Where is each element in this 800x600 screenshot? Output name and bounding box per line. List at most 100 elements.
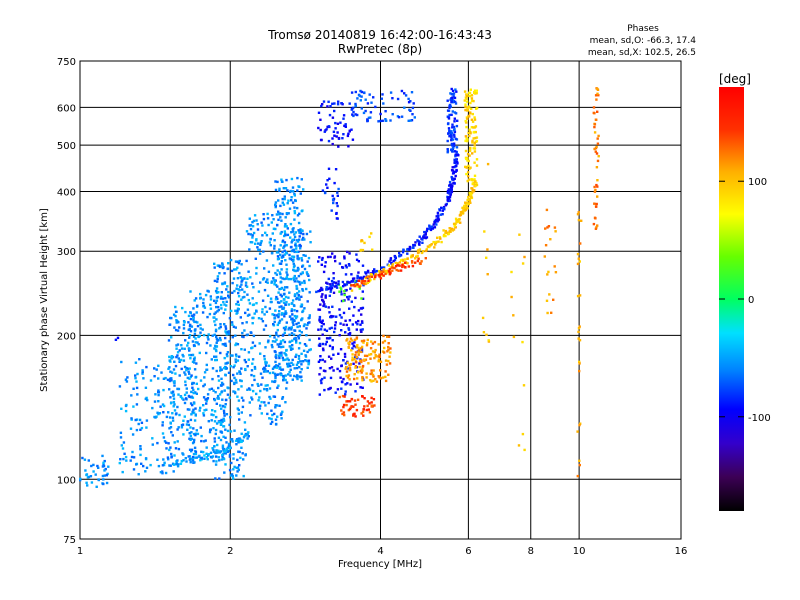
data-point xyxy=(243,348,246,351)
data-point xyxy=(144,470,147,473)
data-point xyxy=(235,287,238,290)
data-point xyxy=(251,221,254,224)
data-point xyxy=(462,208,465,211)
data-point xyxy=(351,323,354,326)
data-point xyxy=(222,457,226,461)
data-point xyxy=(79,477,82,481)
data-point xyxy=(83,458,87,461)
data-point xyxy=(251,398,254,401)
data-point xyxy=(473,178,476,181)
data-point xyxy=(295,309,299,313)
data-point xyxy=(92,470,95,473)
data-point xyxy=(195,382,198,385)
data-point xyxy=(473,91,476,94)
data-point xyxy=(146,398,149,402)
data-point xyxy=(356,377,359,380)
data-point xyxy=(454,153,458,156)
data-point xyxy=(460,210,463,214)
data-point xyxy=(215,335,218,339)
data-point xyxy=(473,144,476,147)
data-point xyxy=(267,270,271,273)
data-point xyxy=(326,125,329,129)
data-point xyxy=(398,254,402,257)
data-point xyxy=(370,101,373,104)
data-point xyxy=(236,343,240,346)
data-point xyxy=(546,311,549,315)
data-point xyxy=(198,409,201,412)
data-point xyxy=(227,371,231,374)
data-point xyxy=(446,199,449,202)
data-point xyxy=(257,242,260,245)
data-point xyxy=(459,221,462,224)
data-point xyxy=(469,201,472,204)
data-point xyxy=(435,218,438,222)
data-point xyxy=(287,296,290,299)
data-point xyxy=(266,412,269,416)
data-point xyxy=(391,263,394,266)
data-point xyxy=(293,192,296,196)
data-point xyxy=(264,360,267,364)
data-point xyxy=(321,103,324,106)
data-point xyxy=(182,327,186,330)
data-point xyxy=(168,359,171,362)
data-point xyxy=(348,252,351,255)
data-point xyxy=(340,293,343,296)
data-point xyxy=(355,328,358,331)
stats-line-x: mean, sd,X: 102.5, 26.5 xyxy=(588,48,696,58)
data-point xyxy=(377,360,380,363)
data-point xyxy=(411,106,415,110)
data-point xyxy=(221,263,224,266)
data-point xyxy=(378,275,381,278)
data-point xyxy=(275,273,279,276)
data-point xyxy=(177,447,181,451)
data-point xyxy=(346,376,350,379)
data-point xyxy=(285,277,288,280)
data-point xyxy=(356,276,359,279)
data-point xyxy=(169,370,172,373)
data-point xyxy=(102,478,105,481)
data-point xyxy=(263,401,266,404)
data-point xyxy=(243,358,246,362)
data-point xyxy=(192,307,195,310)
data-point xyxy=(473,161,476,164)
data-point xyxy=(190,314,194,317)
data-point xyxy=(428,226,431,229)
data-point xyxy=(236,266,239,269)
data-point xyxy=(157,364,160,367)
data-point xyxy=(246,333,249,336)
data-point xyxy=(365,376,368,379)
data-point xyxy=(578,362,581,365)
data-point xyxy=(194,328,197,331)
data-point xyxy=(279,204,282,208)
data-point xyxy=(337,280,340,283)
data-point xyxy=(247,431,250,434)
data-point xyxy=(188,349,191,352)
data-point xyxy=(374,355,377,358)
data-point xyxy=(464,105,467,109)
data-point xyxy=(190,448,194,451)
data-point xyxy=(119,458,122,461)
data-point xyxy=(449,92,452,95)
data-point xyxy=(380,270,383,273)
data-point xyxy=(297,293,300,297)
data-point xyxy=(333,181,336,185)
data-point xyxy=(233,465,236,469)
data-point xyxy=(284,374,287,377)
data-point xyxy=(191,386,194,389)
data-point xyxy=(410,119,414,122)
data-point xyxy=(293,280,296,283)
data-point xyxy=(227,296,231,299)
data-point xyxy=(134,361,138,364)
data-point xyxy=(455,169,458,172)
data-point xyxy=(223,323,226,326)
data-point xyxy=(594,150,597,153)
data-point xyxy=(162,436,166,439)
data-point xyxy=(367,116,371,119)
data-point xyxy=(156,458,159,461)
data-point xyxy=(169,377,172,380)
data-point xyxy=(357,309,361,312)
data-point xyxy=(213,333,216,336)
data-point xyxy=(369,111,373,114)
data-point xyxy=(200,434,203,438)
data-point xyxy=(292,255,296,258)
